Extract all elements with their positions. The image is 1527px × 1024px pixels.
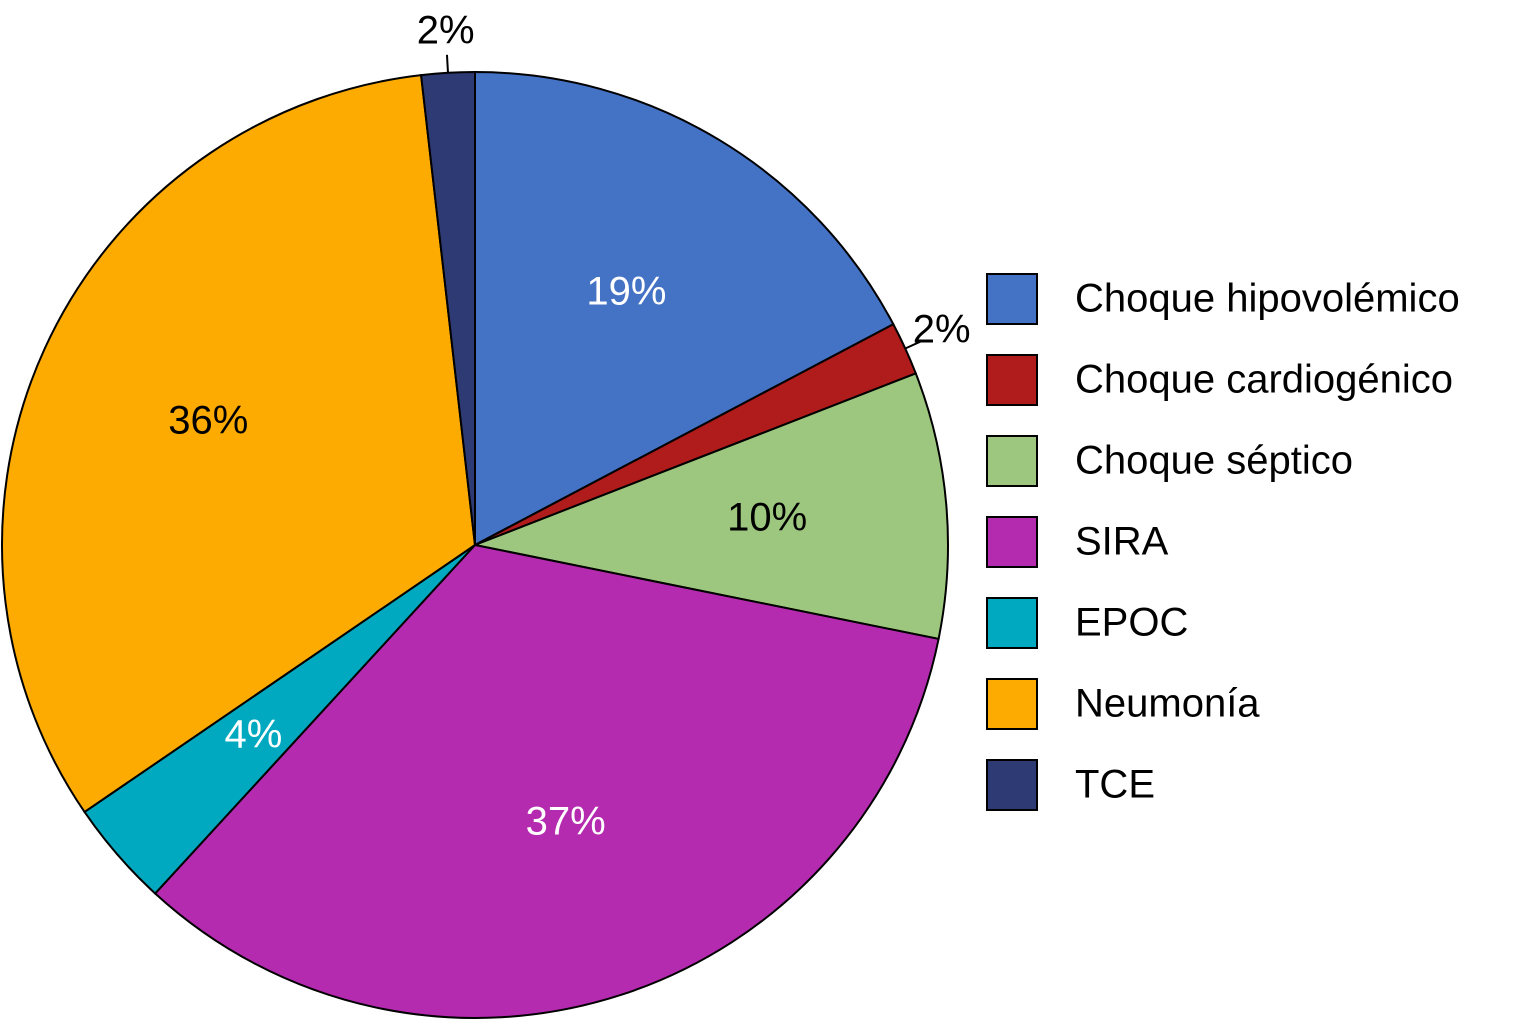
legend-swatch (986, 597, 1038, 649)
data-label: 4% (224, 713, 282, 757)
leader-line (904, 340, 923, 350)
pie-slice (1, 73, 477, 814)
legend-label: Choque séptico (1075, 439, 1353, 483)
data-label: 19% (586, 269, 666, 313)
data-label: 2% (913, 307, 971, 351)
data-label: 2% (417, 8, 475, 52)
data-label: 10% (727, 495, 807, 539)
legend-label: TCE (1075, 763, 1155, 807)
data-label: 37% (526, 799, 606, 843)
leader-line (445, 54, 449, 73)
data-label: 36% (168, 399, 248, 443)
legend-swatch (986, 759, 1038, 811)
legend-label: Neumonía (1075, 682, 1260, 726)
pie-slice (474, 70, 895, 547)
legend-label: Choque cardiogénico (1075, 358, 1453, 402)
legend-swatch (986, 678, 1038, 730)
legend-swatch (986, 516, 1038, 568)
pie-slice (153, 543, 940, 1019)
pie-slice (471, 372, 949, 641)
legend-swatch (986, 435, 1038, 487)
legend-label: SIRA (1075, 520, 1169, 564)
legend-swatch (986, 273, 1038, 325)
legend-swatch (986, 354, 1038, 406)
legend-label: EPOC (1075, 601, 1188, 645)
legend-label: Choque hipovolémico (1075, 277, 1460, 321)
